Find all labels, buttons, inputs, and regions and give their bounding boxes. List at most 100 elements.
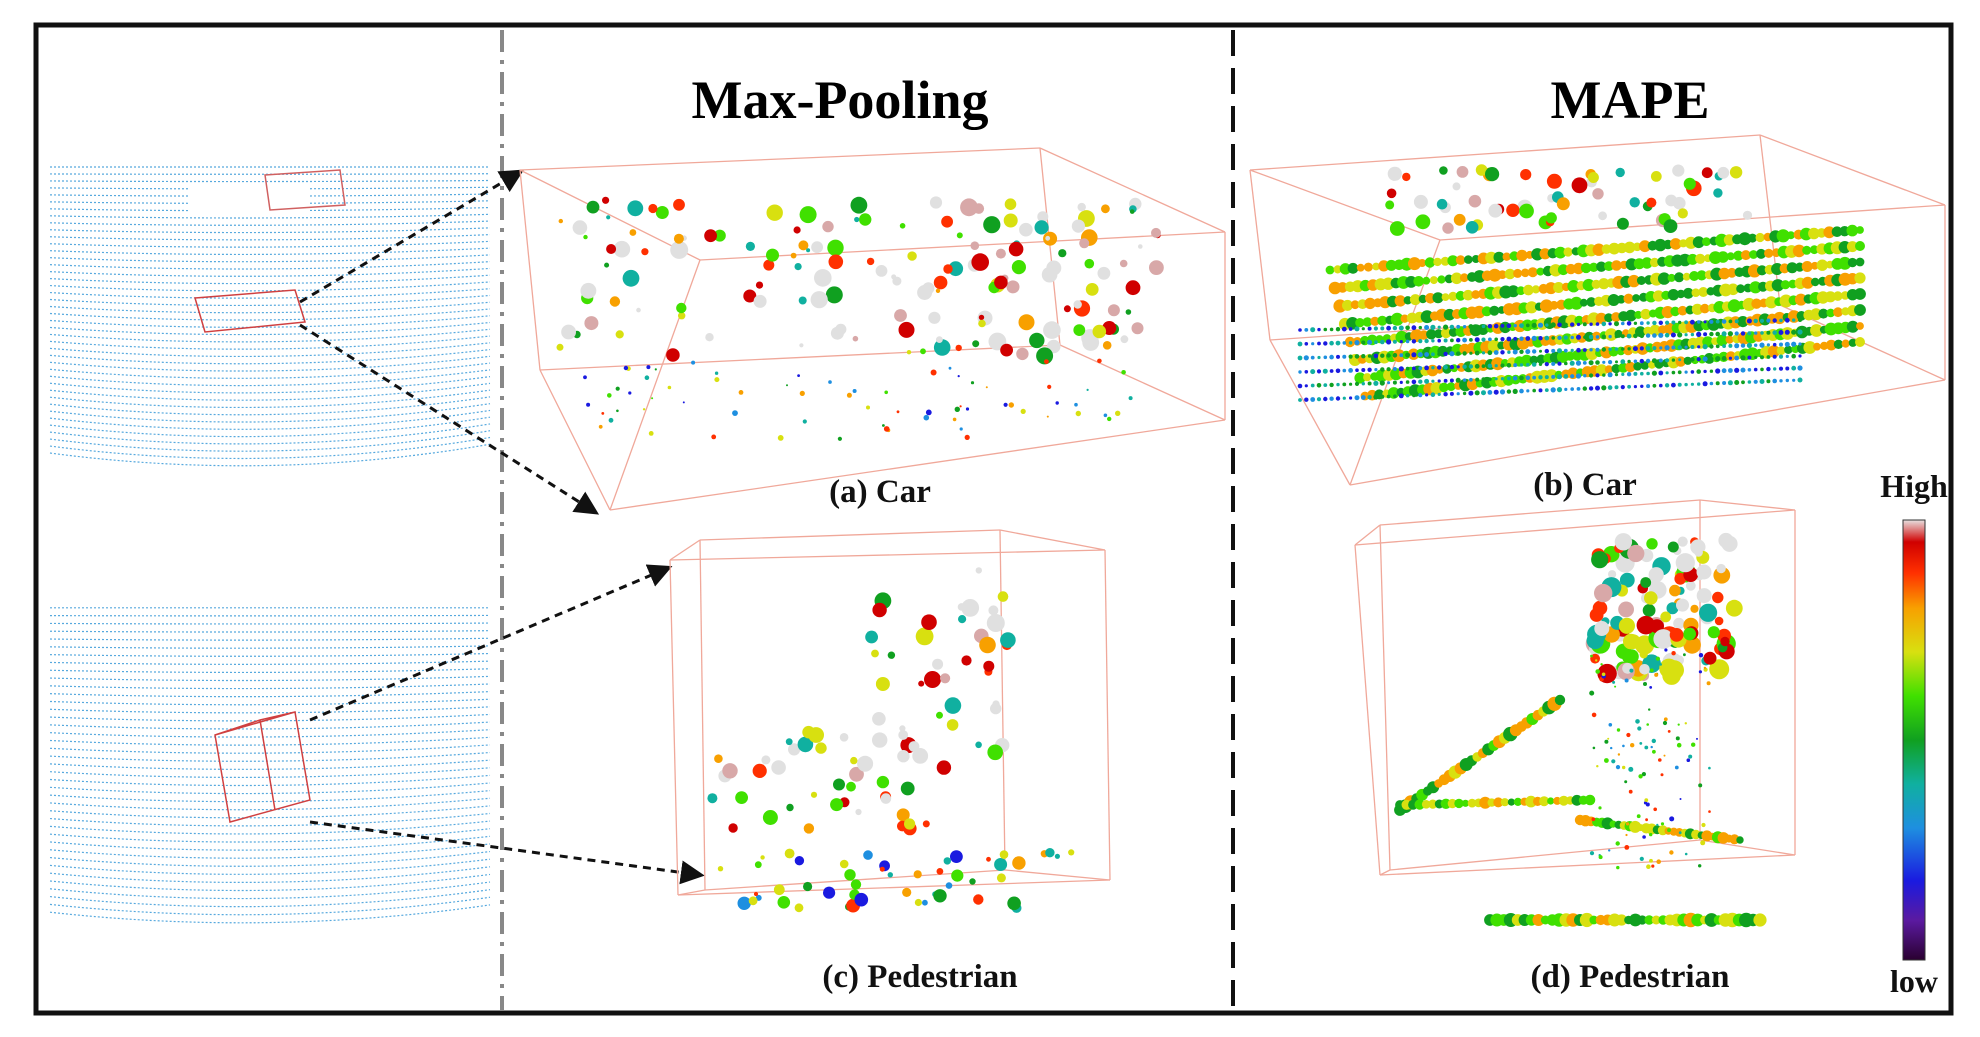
feature-point [745, 241, 756, 251]
feature-point [1007, 896, 1021, 911]
feature-point [1322, 368, 1328, 374]
feature-point [1639, 321, 1644, 326]
feature-point [1685, 580, 1696, 591]
feature-point [1696, 270, 1707, 281]
feature-point [1456, 392, 1460, 396]
feature-point [1611, 759, 1616, 764]
feature-point [1716, 563, 1726, 574]
feature-point [1379, 380, 1385, 386]
feature-point [1487, 350, 1493, 356]
feature-point [884, 390, 888, 395]
feature-point [794, 263, 802, 271]
feature-point [609, 296, 621, 307]
feature-point [713, 229, 726, 242]
feature-point [957, 603, 966, 611]
feature-point [1431, 379, 1435, 383]
feature-point [601, 412, 605, 415]
feature-point [1385, 259, 1397, 271]
feature-point [1557, 322, 1562, 328]
feature-point [1616, 728, 1621, 732]
feature-point [1728, 319, 1733, 324]
feature-point [1329, 340, 1334, 346]
feature-point [1665, 371, 1669, 375]
feature-point [1058, 249, 1067, 258]
feature-point [1519, 336, 1524, 341]
feature-point [1734, 380, 1740, 385]
scan-line [49, 288, 491, 299]
feature-point [802, 419, 807, 424]
feature-point [1802, 245, 1812, 255]
feature-point [1412, 393, 1416, 398]
feature-point [1034, 220, 1049, 235]
feature-point [1418, 325, 1423, 330]
feature-point [1642, 604, 1656, 617]
feature-point [1493, 350, 1499, 355]
scan-line [49, 805, 491, 819]
scan-line [49, 335, 491, 350]
feature-point [814, 269, 832, 287]
feature-point [1726, 252, 1735, 261]
feature-point [1734, 319, 1739, 324]
feature-point [875, 677, 890, 691]
feature-point [1813, 342, 1821, 351]
feature-point [773, 884, 785, 896]
feature-point [1418, 339, 1423, 344]
feature-point [1342, 382, 1347, 387]
feature-point [1709, 369, 1714, 373]
feature-point [1310, 397, 1316, 402]
feature-point [1436, 198, 1448, 210]
far-objects [264, 169, 346, 211]
scan-line [49, 630, 491, 633]
feature-point [1398, 393, 1404, 399]
feature-point [1074, 402, 1078, 407]
feature-point [1569, 360, 1575, 366]
feature-point [1373, 394, 1379, 400]
feature-point [1018, 314, 1035, 331]
feature-point [1709, 356, 1714, 361]
feature-point [1006, 280, 1020, 294]
feature-point [1825, 339, 1837, 351]
feature-point [1725, 599, 1743, 617]
feature-point [1841, 339, 1850, 348]
feature-point [1760, 355, 1764, 360]
feature-point [784, 848, 795, 859]
feature-point [1639, 240, 1651, 253]
feature-point [1364, 297, 1376, 310]
feature-point [1570, 374, 1575, 379]
feature-point [1392, 339, 1397, 344]
feature-point [1073, 300, 1082, 309]
feature-point [1469, 351, 1473, 355]
feature-point [1316, 383, 1322, 388]
feature-point [1323, 383, 1328, 387]
feature-point [1702, 344, 1708, 350]
feature-point [1772, 318, 1777, 323]
feature-point [1349, 382, 1353, 386]
feature-point [1380, 367, 1385, 372]
feature-point [1747, 355, 1752, 360]
feature-point [1701, 822, 1706, 828]
feature-point [1556, 197, 1570, 211]
feature-point [1304, 397, 1309, 402]
feature-point [1778, 354, 1784, 359]
feature-point [1803, 341, 1817, 354]
feature-point [1500, 377, 1505, 381]
box-edge [1039, 147, 1061, 346]
feature-point [1598, 278, 1610, 290]
feature-point [1437, 379, 1441, 383]
feature-point [1310, 327, 1316, 333]
feature-point [1696, 737, 1698, 740]
feature-point [917, 285, 933, 300]
feature-point [1424, 338, 1429, 344]
feature-point [1721, 331, 1727, 337]
feature-point [1539, 248, 1551, 260]
feature-point [1538, 362, 1543, 366]
feature-point [1329, 369, 1334, 373]
feature-point [1544, 335, 1550, 341]
feature-point [1621, 321, 1625, 326]
feature-point [943, 264, 953, 274]
feature-point [1798, 318, 1802, 322]
feature-point [1385, 200, 1395, 210]
feature-point [604, 262, 610, 268]
feature-point [1430, 324, 1436, 330]
